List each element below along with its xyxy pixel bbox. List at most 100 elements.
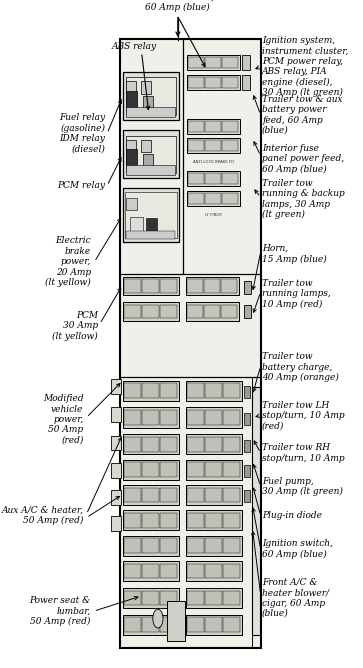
Bar bbox=[142, 513, 159, 528]
Bar bbox=[160, 513, 177, 528]
Bar bbox=[205, 564, 222, 578]
Bar bbox=[244, 281, 251, 294]
Bar bbox=[124, 617, 141, 632]
Bar bbox=[123, 188, 179, 242]
Bar bbox=[188, 193, 204, 204]
Bar bbox=[123, 72, 179, 120]
Bar bbox=[126, 231, 175, 239]
Bar bbox=[141, 81, 151, 94]
Bar bbox=[187, 119, 240, 134]
Text: Power seat &
lumbar,
50 Amp (red): Power seat & lumbar, 50 Amp (red) bbox=[30, 597, 91, 626]
Bar bbox=[223, 513, 240, 528]
Text: Trailer tow & aux
battery power
feed, 60 Amp
(blue): Trailer tow & aux battery power feed, 60… bbox=[262, 95, 343, 135]
Bar bbox=[160, 617, 177, 632]
Text: Fuel relay
(gasoline)
IDM relay
(diesel): Fuel relay (gasoline) IDM relay (diesel) bbox=[59, 114, 105, 154]
Bar bbox=[126, 140, 136, 152]
Bar bbox=[141, 140, 151, 152]
Bar bbox=[187, 564, 204, 578]
Bar bbox=[123, 536, 179, 556]
Bar bbox=[223, 538, 240, 553]
Bar bbox=[123, 510, 179, 530]
Bar bbox=[160, 410, 177, 425]
Bar bbox=[186, 485, 242, 505]
Bar bbox=[143, 96, 153, 111]
Bar bbox=[244, 413, 250, 425]
Bar bbox=[124, 538, 141, 553]
Bar bbox=[160, 488, 177, 502]
Bar bbox=[205, 140, 221, 151]
Bar bbox=[123, 381, 179, 401]
Bar bbox=[221, 279, 237, 293]
Bar bbox=[242, 55, 250, 70]
Bar bbox=[123, 485, 179, 505]
Bar bbox=[124, 279, 141, 293]
Bar bbox=[146, 218, 157, 234]
Bar bbox=[123, 460, 179, 480]
Bar bbox=[205, 591, 222, 605]
Bar bbox=[126, 198, 137, 210]
Bar bbox=[186, 277, 239, 295]
Bar bbox=[223, 383, 240, 398]
Bar bbox=[160, 279, 177, 293]
Bar bbox=[187, 538, 204, 553]
Bar bbox=[126, 77, 176, 115]
Bar bbox=[142, 279, 159, 293]
Bar bbox=[205, 77, 221, 88]
Text: Front A/C &
heater blower/
cigar, 60 Amp
(blue): Front A/C & heater blower/ cigar, 60 Amp… bbox=[262, 578, 329, 618]
Bar bbox=[124, 437, 141, 452]
Text: Interior fuse
panel power feed,
60 Amp (blue): Interior fuse panel power feed, 60 Amp (… bbox=[262, 144, 344, 174]
Text: Aux A/C & heater,
50 Amp (red): Aux A/C & heater, 50 Amp (red) bbox=[1, 506, 83, 526]
Bar bbox=[188, 173, 204, 184]
Bar bbox=[222, 57, 238, 68]
Bar bbox=[126, 165, 175, 175]
Bar bbox=[160, 591, 177, 605]
Bar bbox=[188, 140, 204, 151]
Bar bbox=[187, 138, 240, 153]
Bar bbox=[188, 57, 204, 68]
Bar bbox=[160, 462, 177, 477]
Bar bbox=[187, 462, 204, 477]
Text: LT P/BOX: LT P/BOX bbox=[205, 213, 222, 217]
Bar bbox=[123, 561, 179, 581]
Bar bbox=[160, 383, 177, 398]
Bar bbox=[244, 465, 250, 477]
Bar bbox=[244, 386, 250, 398]
Bar bbox=[186, 561, 242, 581]
Bar bbox=[187, 191, 240, 206]
Bar bbox=[142, 564, 159, 578]
Bar bbox=[126, 91, 137, 111]
Text: Plug-in diode: Plug-in diode bbox=[262, 511, 322, 520]
Bar bbox=[205, 538, 222, 553]
Bar bbox=[187, 305, 203, 318]
Bar bbox=[142, 538, 159, 553]
Bar bbox=[123, 302, 179, 321]
Bar bbox=[223, 462, 240, 477]
Bar bbox=[205, 513, 222, 528]
Bar bbox=[142, 591, 159, 605]
Bar bbox=[126, 149, 137, 169]
Text: PCM
30 Amp
(lt yellow): PCM 30 Amp (lt yellow) bbox=[52, 311, 98, 341]
Bar bbox=[111, 379, 121, 394]
Bar bbox=[205, 410, 222, 425]
Bar bbox=[204, 279, 220, 293]
Bar bbox=[222, 140, 238, 151]
Bar bbox=[205, 462, 222, 477]
Bar bbox=[223, 437, 240, 452]
Bar bbox=[124, 305, 141, 318]
Text: Ignition switch,
60 Amp (blue): Ignition switch, 60 Amp (blue) bbox=[262, 539, 333, 559]
Text: Horn,
15 Amp (blue): Horn, 15 Amp (blue) bbox=[262, 244, 327, 264]
Bar bbox=[221, 305, 237, 318]
Bar bbox=[222, 77, 238, 88]
Bar bbox=[187, 279, 203, 293]
Text: Fuel pump,
30 Amp (lt green): Fuel pump, 30 Amp (lt green) bbox=[262, 476, 343, 496]
Bar bbox=[244, 440, 250, 452]
Bar bbox=[187, 383, 204, 398]
Bar bbox=[111, 436, 121, 450]
Text: Antilock brakes,
60 Amp (blue): Antilock brakes, 60 Amp (blue) bbox=[141, 0, 215, 12]
Bar bbox=[124, 513, 141, 528]
Bar bbox=[187, 437, 204, 452]
Bar bbox=[223, 591, 240, 605]
Bar bbox=[123, 615, 179, 635]
Bar bbox=[123, 588, 179, 608]
Bar bbox=[252, 387, 260, 635]
